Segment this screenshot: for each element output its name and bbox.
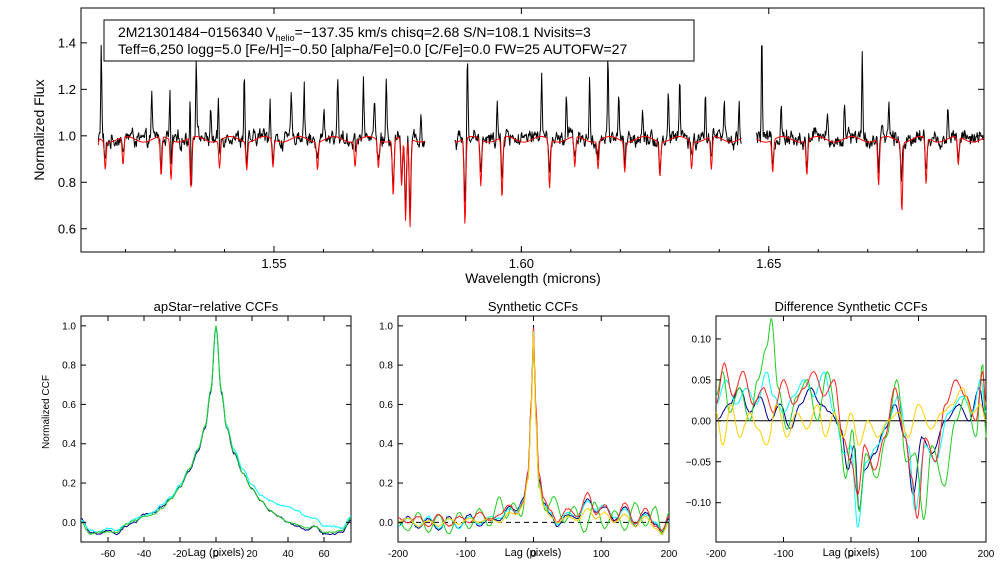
difference-ccf-y-tick-label: 0.10 (692, 334, 712, 345)
apstar-ccf-title: apStar−relative CCFs (154, 299, 279, 314)
apstar-ccf-x-tick-label: 40 (282, 549, 294, 560)
spectrum-model-trace (454, 136, 742, 224)
spectrum-header-line2: Teff=6,250 logg=5.0 [Fe/H]=−0.50 [alpha/… (118, 41, 627, 57)
difference-ccf-axis-ticks: -200 -100 0 100 200 −0.10 −0.05 0.00 0.05 0.10 (686, 316, 995, 560)
difference-ccf-series-diff-4 (715, 362, 987, 519)
apstar-ccf-y-tick-label: 0.0 (62, 518, 76, 529)
synthetic-ccf-x-tick-label: -200 (388, 549, 408, 560)
difference-ccf-title: Difference Synthetic CCFs (775, 299, 928, 314)
difference-ccf-series-diff-5 (715, 387, 987, 446)
synthetic-ccf-y-tick-label: 0.6 (379, 400, 393, 411)
synthetic-ccf-x-tick-label: 0 (531, 549, 537, 560)
spectrum-traces (97, 44, 985, 228)
spectrum-x-tick-label: 1.60 (509, 256, 534, 271)
difference-ccf-traces (715, 317, 987, 528)
apstar-ccf-x-tick-label: -20 (173, 549, 188, 560)
apstar-ccf-x-axis-label: Lag (pixels) (188, 547, 245, 559)
apstar-ccf-plot-frame (80, 315, 352, 543)
synthetic-ccf-x-axis-label: Lag (pixels) (505, 547, 562, 559)
synthetic-ccf-traces (397, 324, 670, 535)
spectrum-axis-ticks: 1.55 1.60 1.65 0.6 0.8 1.0 1.2 1.4 (58, 8, 984, 271)
apstar-ccf-traces (80, 325, 352, 536)
apstar-ccf-x-tick-label: 0 (213, 549, 219, 560)
apstar-ccf-panel: -60 -40 -20 0 20 40 60 0.0 0.2 0.4 0.6 0.8 1.0 apSta… (41, 299, 352, 560)
synthetic-ccf-panel: -200 -100 0 100 200 0.0 0.2 0.4 0.6 0.8 1.0 Synthe… (379, 299, 678, 560)
synthetic-ccf-series-ccf-3 (397, 329, 670, 535)
difference-ccf-x-tick-label: -100 (773, 549, 793, 560)
difference-ccf-series-diff-3 (715, 317, 987, 521)
difference-ccf-y-tick-label: −0.10 (686, 498, 712, 509)
apstar-ccf-y-tick-label: 0.4 (62, 439, 76, 450)
apstar-ccf-y-tick-label: 0.8 (62, 361, 76, 372)
spectrum-y-tick-label: 1.0 (58, 128, 76, 143)
spectrum-observed-trace (454, 59, 742, 203)
spectrum-panel: 1.55 1.60 1.65 0.6 0.8 1.0 1.2 1.4 2M21301484−0… (31, 7, 985, 286)
difference-ccf-y-tick-label: 0.05 (692, 375, 712, 386)
difference-ccf-plot-frame (715, 315, 987, 543)
spectrum-x-axis-label: Wavelength (microns) (465, 270, 601, 286)
apstar-ccf-y-tick-label: 0.6 (62, 400, 76, 411)
spectrum-header-line1: 2M21301484−0156340 Vhelio=−137.35 km/s c… (118, 24, 591, 43)
apstar-ccf-series-ccf-1 (80, 327, 352, 536)
difference-ccf-x-axis-label: Lag (pixels) (823, 547, 880, 559)
apstar-ccf-x-tick-label: 60 (318, 549, 330, 560)
difference-ccf-x-tick-label: 100 (910, 549, 927, 560)
difference-ccf-y-tick-label: −0.05 (686, 457, 712, 468)
spectrum-observed-trace (97, 44, 426, 215)
spectrum-header-box (103, 19, 695, 62)
synthetic-ccf-y-tick-label: 0.8 (379, 361, 393, 372)
difference-ccf-series-diff-2 (715, 371, 987, 528)
difference-ccf-x-tick-label: -200 (706, 549, 726, 560)
apstar-ccf-y-axis-label: Normalized CCF (41, 375, 52, 449)
synthetic-ccf-y-tick-label: 0.0 (379, 518, 393, 529)
spectrum-observed-trace (755, 45, 985, 182)
apstar-ccf-y-tick-label: 0.2 (62, 479, 76, 490)
spectrum-x-tick-label: 1.55 (261, 256, 286, 271)
spectrum-y-axis-label: Normalized Flux (31, 79, 47, 180)
spectrum-y-tick-label: 1.4 (58, 35, 76, 50)
synthetic-ccf-title: Synthetic CCFs (488, 299, 579, 314)
difference-ccf-panel: -200 -100 0 100 200 −0.10 −0.05 0.00 0.05 0.10 Di… (686, 299, 995, 560)
synthetic-ccf-x-tick-label: 100 (593, 549, 610, 560)
spectrum-y-tick-label: 0.6 (58, 221, 76, 236)
apstar-ccf-series-ccf-2 (80, 327, 352, 533)
apstar-ccf-y-tick-label: 1.0 (62, 321, 76, 332)
apstar-ccf-x-tick-label: -40 (137, 549, 152, 560)
apstar-ccf-x-tick-label: 20 (246, 549, 258, 560)
spectrum-x-tick-label: 1.65 (756, 256, 781, 271)
difference-ccf-series-diff-1 (715, 387, 987, 512)
apstar-ccf-series-ccf-3 (80, 325, 352, 535)
apstar-ccf-axis-ticks: -60 -40 -20 0 20 40 60 0.0 0.2 0.4 0.6 0.8 1.0 (62, 316, 351, 560)
synthetic-ccf-y-tick-label: 0.4 (379, 439, 393, 450)
synthetic-ccf-series-ccf-5 (397, 331, 670, 535)
synthetic-ccf-x-tick-label: 200 (661, 549, 678, 560)
synthetic-ccf-y-tick-label: 1.0 (379, 321, 393, 332)
spectrum-y-tick-label: 1.2 (58, 82, 76, 97)
synthetic-ccf-series-ccf-2 (397, 329, 670, 532)
synthetic-ccf-series-ccf-1 (397, 324, 670, 533)
synthetic-ccf-x-tick-label: -100 (456, 549, 476, 560)
apstar-ccf-x-tick-label: -60 (101, 549, 116, 560)
spectrum-model-trace (97, 136, 426, 228)
difference-ccf-y-tick-label: 0.00 (692, 416, 712, 427)
difference-ccf-x-tick-label: 0 (848, 549, 854, 560)
spectrum-plot-frame (80, 7, 985, 253)
spectrum-y-tick-label: 0.8 (58, 175, 76, 190)
synthetic-ccf-y-tick-label: 0.2 (379, 479, 393, 490)
synthetic-ccf-series-ccf-4 (397, 327, 670, 531)
synthetic-ccf-axis-ticks: -200 -100 0 100 200 0.0 0.2 0.4 0.6 0.8 1.0 (379, 316, 678, 560)
spectrum-model-trace (756, 136, 985, 211)
difference-ccf-x-tick-label: 200 (978, 549, 995, 560)
